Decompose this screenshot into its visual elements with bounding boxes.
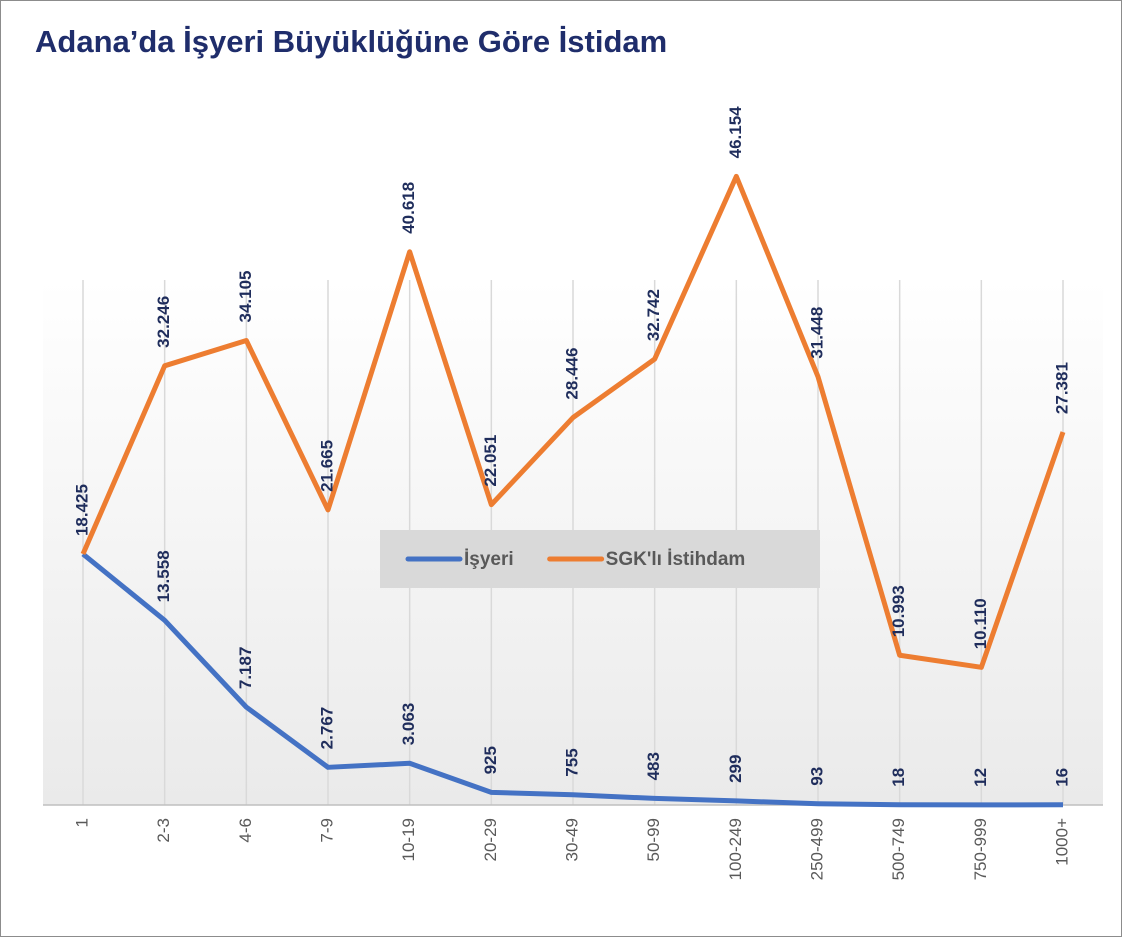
data-label: 16 [1052, 768, 1071, 787]
data-label: 46.154 [726, 106, 745, 159]
data-label: 32.742 [644, 289, 663, 341]
data-label: 31.448 [807, 307, 826, 359]
data-label: 27.381 [1052, 362, 1071, 414]
legend-label: İşyeri [464, 549, 514, 570]
data-label: 18 [889, 768, 908, 787]
data-label: 28.446 [562, 348, 581, 400]
x-tick-label: 750-999 [971, 818, 990, 880]
x-tick-label: 100-249 [726, 818, 745, 880]
data-label: 925 [481, 746, 500, 774]
data-label: 22.051 [481, 435, 500, 487]
x-tick-label: 4-6 [236, 818, 255, 843]
data-label: 18.425 [72, 484, 91, 536]
data-label: 12 [971, 768, 990, 787]
data-label: 40.618 [399, 182, 418, 234]
x-tick-label: 1000+ [1052, 818, 1071, 866]
chart-title: Adana’da İşyeri Büyüklüğüne Göre İstidam [35, 24, 667, 59]
data-label: 2.767 [317, 707, 336, 750]
data-label: 93 [807, 767, 826, 786]
series-line [81, 552, 1064, 808]
x-tick-label: 30-49 [562, 818, 581, 861]
data-label: 7.187 [236, 647, 255, 690]
x-tick-label: 500-749 [889, 818, 908, 880]
data-label: 10.993 [889, 585, 908, 637]
data-label: 483 [644, 752, 663, 780]
data-label: 755 [562, 748, 581, 776]
data-label: 13.558 [154, 550, 173, 602]
data-label: 10.110 [971, 598, 990, 649]
x-tick-label: 250-499 [807, 818, 826, 880]
legend-label: SGK'lı İstihdam [606, 549, 746, 570]
x-tick-label: 7-9 [317, 818, 336, 843]
x-tick-label: 10-19 [399, 818, 418, 861]
data-label: 32.246 [154, 296, 173, 348]
x-tick-label: 50-99 [644, 818, 663, 861]
x-tick-label: 1 [72, 818, 91, 827]
data-label: 34.105 [236, 270, 255, 322]
series-line [80, 173, 1066, 670]
data-label: 299 [726, 755, 745, 783]
data-label: 3.063 [399, 703, 418, 746]
x-tick-label: 2-3 [154, 818, 173, 843]
x-tick-label: 20-29 [481, 818, 500, 861]
data-label: 21.665 [317, 440, 336, 492]
